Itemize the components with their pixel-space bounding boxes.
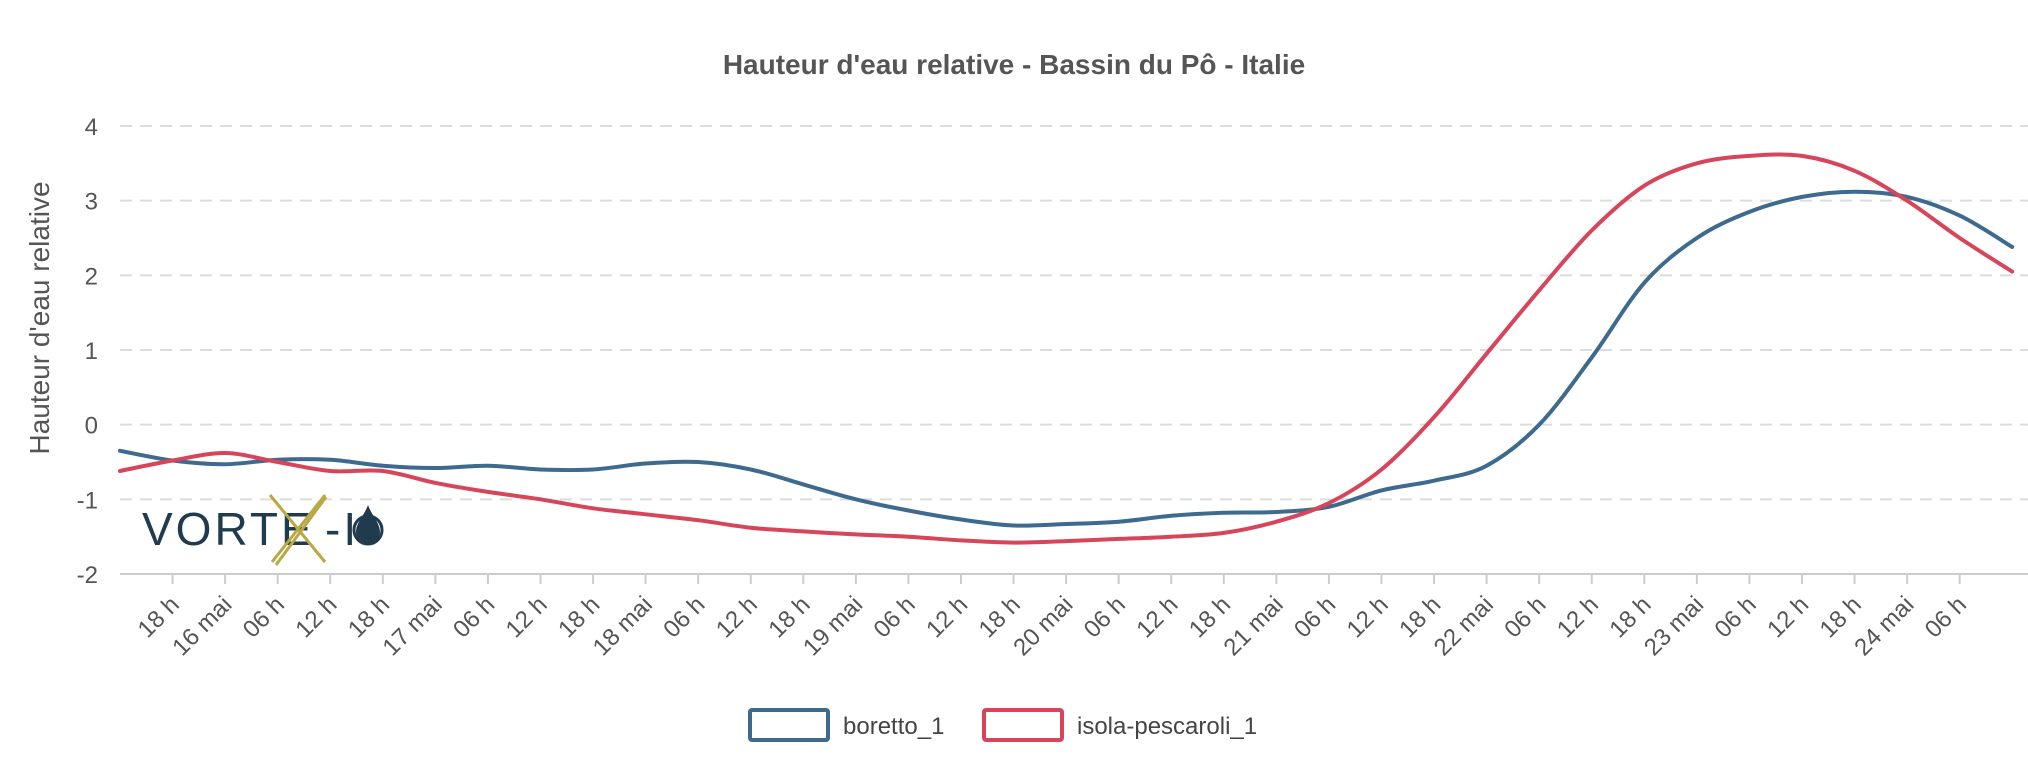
y-tick-label: -1 — [77, 487, 98, 514]
y-axis-label: Hauteur d'eau relative — [24, 181, 55, 454]
y-tick-label: 4 — [85, 114, 98, 141]
x-tick-label: 12 h — [1342, 591, 1394, 643]
series-line-1 — [118, 152, 2015, 545]
legend-label-boretto: boretto_1 — [843, 713, 944, 740]
x-tick-label: 22 mai — [1429, 591, 1499, 661]
x-tick-label: 06 h — [1289, 591, 1341, 643]
x-tick-label: 21 mai — [1219, 591, 1289, 661]
vortex-io-logo: VORTE -I — [142, 494, 384, 566]
legend: boretto_1 isola-pescaroli_1 — [748, 708, 1257, 742]
grid-lines — [120, 125, 2028, 575]
legend-item-boretto[interactable]: boretto_1 — [748, 708, 944, 742]
x-tick-label: 06 h — [869, 591, 921, 643]
legend-swatch-boretto — [748, 708, 830, 742]
legend-label-isola-pescaroli: isola-pescaroli_1 — [1077, 713, 1257, 740]
x-tick-label: 12 h — [921, 591, 973, 643]
x-tick-label: 23 mai — [1639, 591, 1709, 661]
x-tick-label: 17 mai — [378, 591, 448, 661]
x-tick-label: 19 mai — [798, 591, 868, 661]
x-tick-label: 12 h — [1552, 591, 1604, 643]
y-axis-ticks: -2 -1 0 1 2 3 4 — [77, 114, 98, 589]
x-tick-label: 24 mai — [1849, 591, 1919, 661]
svg-text:-I: -I — [325, 503, 359, 555]
x-axis-ticks: 18 h16 mai 06 h 12 h 18 h17 mai 06 h 12 h 18 h… — [133, 574, 1972, 661]
x-tick-label: 06 h — [1499, 591, 1551, 643]
series-layer — [118, 152, 2015, 545]
y-tick-label: -2 — [77, 562, 98, 589]
x-tick-label: 06 h — [1710, 591, 1762, 643]
x-tick-label: 12 h — [501, 591, 553, 643]
legend-item-isola-pescaroli[interactable]: isola-pescaroli_1 — [982, 708, 1257, 742]
x-tick-label: 06 h — [238, 591, 290, 643]
x-tick-label: 20 mai — [1008, 591, 1078, 661]
chart-title: Hauteur d'eau relative - Bassin du Pô - … — [723, 49, 1305, 80]
x-tick-label: 12 h — [711, 591, 763, 643]
x-tick-label: 12 h — [1131, 591, 1183, 643]
y-tick-label: 2 — [85, 263, 98, 290]
x-tick-label: 06 h — [1920, 591, 1972, 643]
x-tick-label: 06 h — [1079, 591, 1131, 643]
y-tick-label: 0 — [85, 413, 98, 440]
x-tick-label: 16 mai — [167, 591, 237, 661]
series-line-0 — [118, 189, 2015, 528]
legend-swatch-isola-pescaroli — [982, 708, 1064, 742]
x-tick-label: 12 h — [1762, 591, 1814, 643]
x-tick-label: 06 h — [658, 591, 710, 643]
x-tick-label: 12 h — [290, 591, 342, 643]
y-tick-label: 1 — [85, 338, 98, 365]
x-tick-label: 18 mai — [588, 591, 658, 661]
y-tick-label: 3 — [85, 189, 98, 216]
x-tick-label: 06 h — [448, 591, 500, 643]
